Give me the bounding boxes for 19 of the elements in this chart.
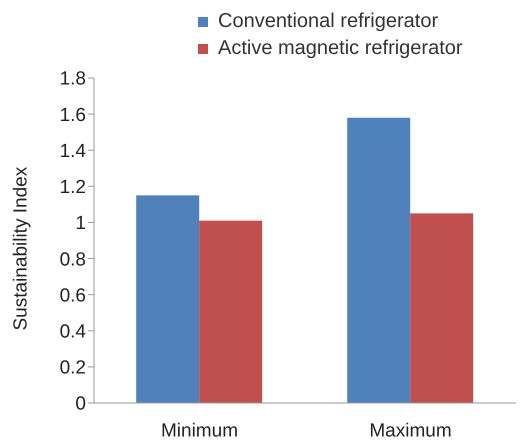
bar <box>199 220 262 403</box>
y-tick-label: 0.6 <box>60 285 86 306</box>
y-tick-label: 0.8 <box>60 249 86 270</box>
y-tick-label: 1.8 <box>60 68 86 90</box>
y-tick-label: 0.4 <box>60 322 86 343</box>
y-tick-label: 0 <box>75 394 86 415</box>
y-axis-title: Sustainability Index <box>10 166 32 330</box>
legend-label: Active magnetic refrigerator <box>218 37 463 60</box>
y-tick-label: 1.2 <box>60 177 86 198</box>
x-tick-label: Maximum <box>369 420 452 442</box>
bar <box>136 195 200 403</box>
y-tick-label: 0.2 <box>60 358 86 379</box>
bar <box>410 213 474 403</box>
x-tick-label: Minimum <box>160 420 238 442</box>
legend-label: Conventional refrigerator <box>218 10 438 33</box>
y-tick-label: 1 <box>75 213 86 234</box>
bar <box>347 118 410 403</box>
y-tick-label: 1.6 <box>60 104 86 126</box>
y-tick-label: 1.4 <box>60 140 86 162</box>
